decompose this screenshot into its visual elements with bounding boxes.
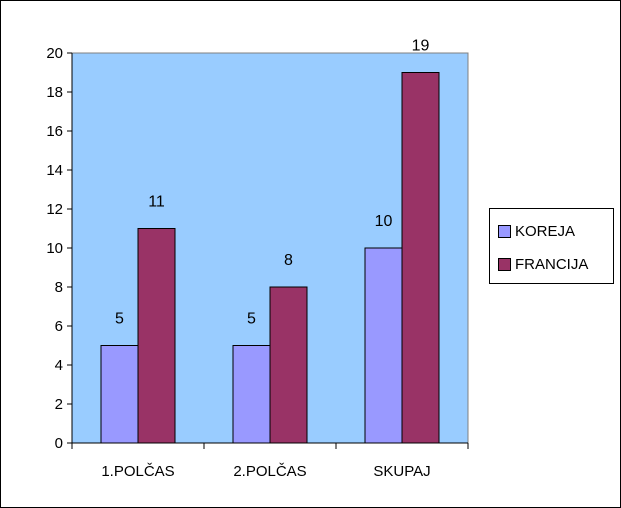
y-tick-label: 18 bbox=[46, 84, 63, 101]
legend-label-francija: FRANCIJA bbox=[515, 255, 589, 273]
bar bbox=[137, 228, 176, 444]
x-category-label: SKUPAJ bbox=[373, 463, 430, 480]
data-label: 5 bbox=[115, 311, 124, 328]
data-label: 5 bbox=[247, 311, 256, 328]
bars bbox=[100, 72, 440, 444]
x-axis: 1.POLČAS 2.POLČAS SKUPAJ bbox=[71, 442, 469, 480]
y-tick-label: 14 bbox=[46, 162, 63, 179]
bar bbox=[100, 345, 139, 444]
y-tick-label: 4 bbox=[55, 357, 63, 374]
y-tick-label: 10 bbox=[46, 240, 63, 257]
legend-item-francija: FRANCIJA bbox=[498, 254, 588, 274]
y-axis: 0 2 4 6 8 10 12 14 16 18 20 bbox=[46, 45, 73, 452]
bar bbox=[232, 345, 271, 444]
data-label: 11 bbox=[148, 194, 165, 211]
data-label: 10 bbox=[375, 213, 393, 230]
y-tick-label: 8 bbox=[55, 279, 63, 296]
legend-item-koreja: KOREJA bbox=[498, 221, 575, 241]
y-tick-label: 6 bbox=[55, 318, 63, 335]
y-tick-label: 12 bbox=[46, 201, 63, 218]
bar bbox=[269, 286, 308, 444]
bar bbox=[401, 72, 440, 444]
legend-swatch-koreja bbox=[498, 224, 511, 238]
bar bbox=[364, 247, 403, 444]
legend-label-koreja: KOREJA bbox=[515, 222, 576, 240]
data-label: 8 bbox=[284, 252, 293, 269]
y-tick-label: 16 bbox=[46, 123, 63, 140]
y-tick-label: 0 bbox=[55, 435, 63, 452]
x-category-label: 1.POLČAS bbox=[101, 463, 174, 480]
legend: KOREJA FRANCIJA bbox=[489, 208, 614, 284]
data-labels: 5 11 5 8 10 19 bbox=[115, 38, 429, 328]
y-tick-label: 2 bbox=[55, 396, 63, 413]
legend-swatch-francija bbox=[498, 257, 511, 271]
y-tick-label: 20 bbox=[46, 45, 63, 62]
data-label: 19 bbox=[412, 38, 430, 55]
x-category-label: 2.POLČAS bbox=[233, 463, 306, 480]
